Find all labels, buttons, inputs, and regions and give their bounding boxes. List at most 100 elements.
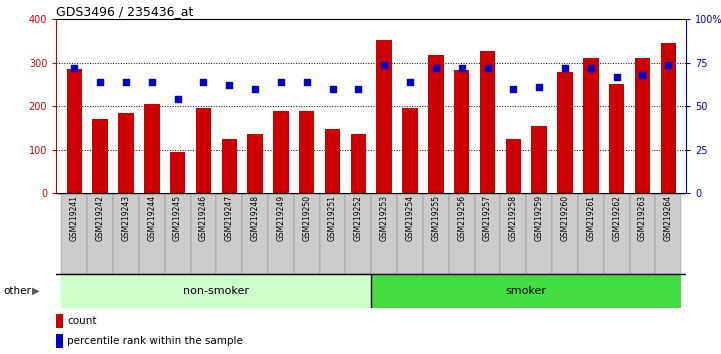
Text: other: other [4, 286, 32, 296]
Bar [61, 274, 371, 308]
Bar [474, 193, 500, 274]
Text: GDS3496 / 235436_at: GDS3496 / 235436_at [56, 5, 194, 18]
Bar [578, 193, 603, 274]
Bar [371, 274, 681, 308]
Bar [479, 51, 495, 193]
Bar [345, 193, 371, 274]
Bar [552, 193, 578, 274]
Bar [557, 72, 572, 193]
Point [198, 79, 209, 85]
Text: GSM219255: GSM219255 [431, 195, 441, 241]
Point [301, 79, 312, 85]
Bar [61, 193, 87, 274]
Bar [139, 193, 164, 274]
Bar [87, 193, 113, 274]
Bar [325, 129, 340, 193]
Bar [273, 110, 288, 193]
Text: GSM219245: GSM219245 [173, 195, 182, 241]
Bar [428, 55, 443, 193]
Point [146, 79, 158, 85]
Point [430, 65, 442, 71]
Text: GSM219253: GSM219253 [380, 195, 389, 241]
Bar [66, 69, 82, 193]
Text: GSM219246: GSM219246 [199, 195, 208, 241]
Point [404, 79, 416, 85]
Bar [603, 193, 629, 274]
Text: GSM219261: GSM219261 [586, 195, 596, 241]
Text: percentile rank within the sample: percentile rank within the sample [67, 336, 243, 346]
Point [534, 84, 545, 90]
Point [611, 74, 622, 80]
Text: GSM219249: GSM219249 [276, 195, 286, 241]
Bar [454, 70, 469, 193]
Text: GSM219257: GSM219257 [483, 195, 492, 241]
Text: GSM219264: GSM219264 [664, 195, 673, 241]
Bar [113, 193, 139, 274]
Bar [609, 84, 624, 193]
Bar [319, 193, 345, 274]
Text: GSM219241: GSM219241 [70, 195, 79, 241]
Point [482, 65, 493, 71]
Text: GSM219260: GSM219260 [560, 195, 570, 241]
Bar [505, 139, 521, 193]
Point [379, 62, 390, 67]
Bar [655, 193, 681, 274]
Bar [170, 152, 185, 193]
Bar [376, 40, 392, 193]
Bar [299, 110, 314, 193]
Bar [144, 104, 159, 193]
Bar [350, 135, 366, 193]
Bar [195, 108, 211, 193]
Point [224, 82, 235, 88]
Bar [118, 113, 133, 193]
Bar [397, 193, 423, 274]
Point [585, 65, 596, 71]
Text: GSM219244: GSM219244 [147, 195, 156, 241]
Bar [423, 193, 448, 274]
Text: count: count [67, 316, 97, 326]
Text: GSM219258: GSM219258 [509, 195, 518, 241]
Bar [242, 193, 268, 274]
Bar [221, 139, 237, 193]
Point [275, 79, 287, 85]
Point [120, 79, 132, 85]
Bar [164, 193, 190, 274]
Bar [500, 193, 526, 274]
Text: ▶: ▶ [32, 286, 39, 296]
Bar [371, 193, 397, 274]
Text: GSM219248: GSM219248 [251, 195, 260, 241]
Bar [583, 58, 598, 193]
Bar [629, 193, 655, 274]
Text: GSM219259: GSM219259 [535, 195, 544, 241]
Point [68, 65, 80, 71]
Text: GSM219250: GSM219250 [302, 195, 311, 241]
Bar [526, 193, 552, 274]
Text: GSM219242: GSM219242 [96, 195, 105, 241]
Bar [660, 43, 676, 193]
Bar [190, 193, 216, 274]
Text: GSM219254: GSM219254 [405, 195, 415, 241]
Text: GSM219262: GSM219262 [612, 195, 622, 241]
Point [249, 86, 261, 92]
Point [327, 86, 338, 92]
Point [456, 65, 467, 71]
Point [94, 79, 106, 85]
Text: GSM219251: GSM219251 [328, 195, 337, 241]
Point [353, 86, 364, 92]
Text: smoker: smoker [505, 286, 547, 296]
Bar [402, 108, 417, 193]
Text: GSM219252: GSM219252 [354, 195, 363, 241]
Bar [92, 119, 108, 193]
Bar [634, 58, 650, 193]
Text: GSM219243: GSM219243 [121, 195, 131, 241]
Point [663, 62, 674, 67]
Text: non-smoker: non-smoker [183, 286, 249, 296]
Point [637, 72, 648, 78]
Point [508, 86, 519, 92]
Bar [294, 193, 319, 274]
Text: GSM219263: GSM219263 [638, 195, 647, 241]
Bar [247, 135, 263, 193]
Bar [268, 193, 294, 274]
Point [172, 96, 183, 102]
Bar [531, 126, 547, 193]
